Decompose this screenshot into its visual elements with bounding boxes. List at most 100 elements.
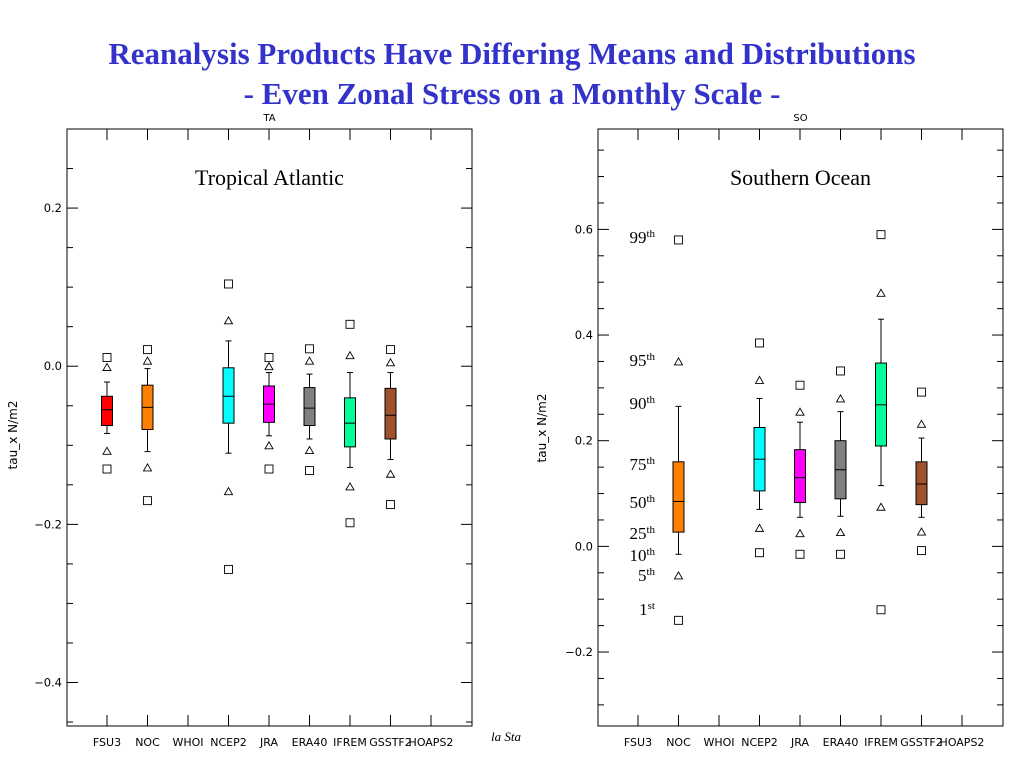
panel-code: TA [262, 113, 275, 124]
p5-marker [835, 527, 846, 537]
p1-marker [102, 464, 112, 474]
p95-marker [102, 362, 112, 371]
percentile-suffix: th [646, 524, 655, 536]
p5-marker [916, 527, 927, 536]
y-tick-label: 0.2 [44, 201, 62, 215]
p5-marker [795, 528, 805, 538]
percentile-label: 75th [629, 455, 655, 474]
y-tick-label: 0.4 [575, 328, 593, 342]
p95-marker [264, 361, 274, 371]
panel-code: SO [793, 113, 807, 124]
x-category-label: WHOI [703, 736, 734, 749]
p1-marker [224, 564, 233, 574]
percentile-suffix: th [646, 546, 655, 558]
box-iqr [344, 397, 356, 448]
p5-marker [102, 446, 112, 455]
p5-marker [754, 523, 765, 532]
box-ncep2 [222, 279, 235, 574]
x-category-label: GSSTF2 [900, 736, 943, 749]
x-category-label: ERA40 [292, 736, 328, 749]
percentile-suffix: th [646, 455, 655, 467]
percentile-suffix: st [648, 600, 655, 612]
percentile-suffix: th [646, 566, 655, 578]
p5-marker [142, 463, 153, 472]
percentile-number: 95 [629, 351, 646, 370]
box-ifrem [344, 319, 356, 528]
x-category-label: NOC [666, 736, 691, 749]
p95-marker [223, 315, 234, 325]
percentile-label: 25th [629, 524, 655, 543]
percentile-suffix: th [646, 394, 655, 406]
percentile-suffix: th [646, 351, 655, 363]
p99-marker [264, 353, 274, 362]
y-tick-label: 0.0 [575, 539, 593, 553]
panel-subtitle: Southern Ocean [730, 165, 871, 190]
box-iqr [222, 367, 235, 424]
percentile-suffix: th [646, 228, 655, 240]
slide-title-line-1: Reanalysis Products Have Differing Means… [108, 36, 916, 71]
box-gsstf2 [384, 345, 397, 510]
percentile-label: 90th [629, 394, 655, 413]
p5-marker [876, 502, 886, 511]
percentile-number: 99 [629, 228, 646, 247]
p99-marker [836, 366, 845, 376]
x-category-label: NCEP2 [210, 736, 247, 749]
p95-marker [385, 357, 396, 367]
p99-marker [143, 345, 152, 355]
p95-marker [795, 407, 805, 416]
box-iqr [672, 461, 685, 533]
p99-marker [345, 319, 355, 329]
p95-marker [142, 356, 153, 365]
box-era40 [303, 344, 316, 476]
percentile-label: 95th [629, 351, 655, 370]
percentile-number: 5 [638, 566, 647, 585]
box-gsstf2 [915, 387, 928, 556]
percentile-number: 1 [639, 600, 648, 619]
p95-marker [835, 394, 846, 403]
x-category-label: ERA40 [823, 736, 859, 749]
x-category-label: IFREM [864, 736, 898, 749]
y-tick-label: 0.6 [575, 222, 593, 236]
x-category-label: JRA [790, 736, 809, 749]
p1-marker [755, 548, 764, 558]
panel-subtitle: Tropical Atlantic [195, 165, 344, 190]
p99-marker [674, 235, 683, 245]
slide-title-line-2: - Even Zonal Stress on a Monthly Scale - [243, 76, 781, 111]
y-tick-label: −0.2 [565, 645, 593, 659]
p95-marker [345, 350, 355, 360]
box-ifrem [875, 230, 887, 615]
x-category-label: NCEP2 [741, 736, 778, 749]
p1-marker [795, 549, 805, 559]
p95-marker [304, 356, 315, 365]
y-tick-label: −0.4 [34, 676, 62, 690]
chart-panel-tropical-atlantic: TA Tropical Atlantic tau_x N/m2 −0.4 −0.2 0.0… [6, 113, 473, 749]
box-iqr [384, 387, 397, 440]
box-noc [141, 345, 154, 506]
p1-marker [386, 500, 395, 510]
x-category-label: FSU3 [93, 736, 121, 749]
x-category-label: GSSTF2 [369, 736, 412, 749]
p1-marker [876, 605, 886, 615]
x-category-label: WHOI [172, 736, 203, 749]
box-iqr [794, 449, 806, 504]
x-category-label: HOAPS2 [940, 736, 985, 749]
p5-marker [304, 445, 315, 454]
x-category-label: FSU3 [624, 736, 652, 749]
p5-marker [673, 571, 684, 580]
p99-marker [386, 345, 395, 355]
p99-marker [224, 279, 233, 289]
p1-marker [836, 549, 845, 559]
percentile-suffix: th [646, 493, 655, 505]
percentile-label: 50th [629, 493, 655, 512]
p1-marker [674, 615, 683, 625]
x-category-label: JRA [259, 736, 278, 749]
box-iqr [101, 395, 113, 427]
y-tick-label: −0.2 [34, 517, 62, 531]
p99-marker [795, 380, 805, 390]
box-jra [794, 380, 806, 559]
percentile-number: 75 [629, 455, 646, 474]
percentile-label: 99th [629, 228, 655, 247]
percentile-number: 10 [629, 546, 646, 565]
box-iqr [303, 387, 316, 427]
